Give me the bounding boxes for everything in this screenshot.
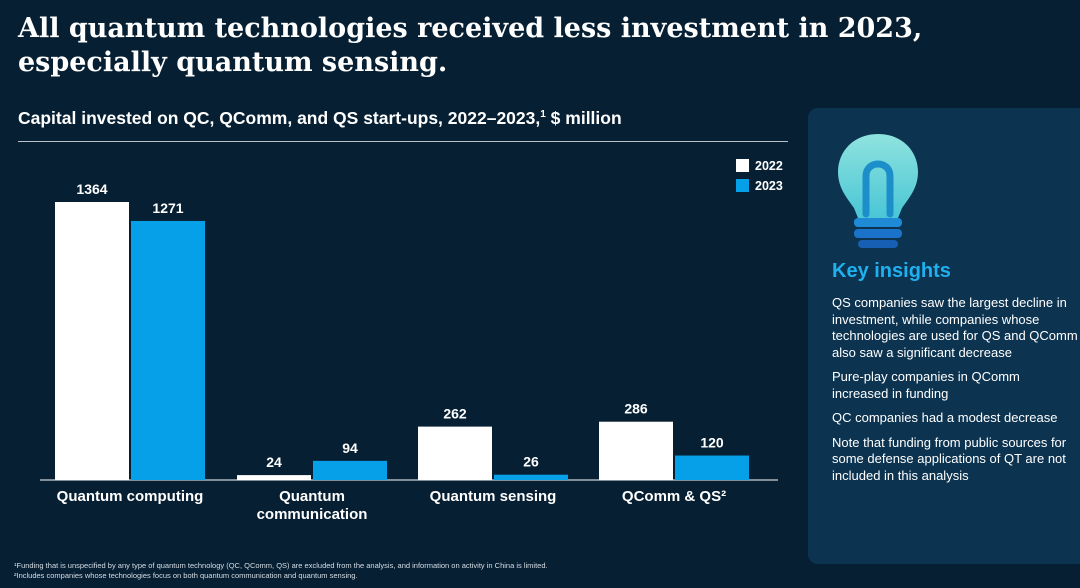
- bar-2023: [131, 220, 205, 481]
- footnote-1: ¹Funding that is unspecified by any type…: [14, 561, 548, 570]
- key-insights-panel: Key insights QS companies saw the larges…: [808, 108, 1080, 564]
- insights-title: Key insights: [832, 260, 951, 282]
- bar-2022: [418, 426, 492, 480]
- data-label-2022: 286: [624, 401, 648, 417]
- subtitle-footnote-marker: 1: [540, 109, 546, 121]
- legend-label-2022: 2022: [755, 159, 783, 173]
- category-label: Quantum computing: [57, 488, 204, 505]
- bar-2022: [599, 421, 673, 480]
- category-label: communication: [257, 506, 368, 523]
- bar-2023: [313, 460, 387, 480]
- lightbulb-icon: [838, 134, 918, 248]
- headline: All quantum technologies received less i…: [18, 13, 923, 78]
- bar-2023: [494, 474, 568, 480]
- category-label: Quantum sensing: [430, 488, 557, 505]
- insights-list: QS companies saw the largest decline in …: [832, 295, 1078, 492]
- data-label-2023: 94: [342, 440, 358, 456]
- legend-swatch-2022: [736, 159, 749, 172]
- subtitle-text: Capital invested on QC, QComm, and QS st…: [18, 108, 541, 128]
- insight-item: QS companies saw the largest decline in …: [832, 295, 1078, 360]
- legend-label-2023: 2023: [755, 179, 783, 193]
- subtitle-divider: [18, 141, 788, 142]
- insight-item: Pure-play companies in QComm increased i…: [832, 369, 1020, 401]
- data-label-2022: 1364: [76, 181, 107, 197]
- bar-2022: [237, 475, 311, 480]
- category-label: QComm & QS²: [622, 488, 726, 505]
- insight-item: Note that funding from public sources fo…: [832, 434, 1067, 483]
- legend-swatch-2023: [736, 179, 749, 192]
- insight-item: QC companies had a modest decrease: [832, 410, 1058, 425]
- data-label-2023: 26: [523, 454, 539, 470]
- subtitle-unit: $ million: [545, 108, 622, 128]
- bar-chart: 1364 1271 Quantum computing 24 94 Quantumcomm…: [40, 159, 783, 523]
- bar-2022: [55, 202, 129, 480]
- category-label: Quantum: [279, 488, 345, 505]
- footnote-2: ²Includes companies whose technologies f…: [14, 571, 358, 580]
- footnotes: ¹Funding that is unspecified by any type…: [14, 561, 794, 581]
- data-label-2022: 262: [443, 406, 467, 422]
- data-label-2023: 120: [700, 435, 724, 451]
- data-label-2023: 1271: [152, 200, 183, 216]
- data-label-2022: 24: [266, 454, 282, 470]
- chart-subtitle: Capital invested on QC, QComm, and QS st…: [18, 108, 622, 129]
- bar-2023: [675, 455, 749, 480]
